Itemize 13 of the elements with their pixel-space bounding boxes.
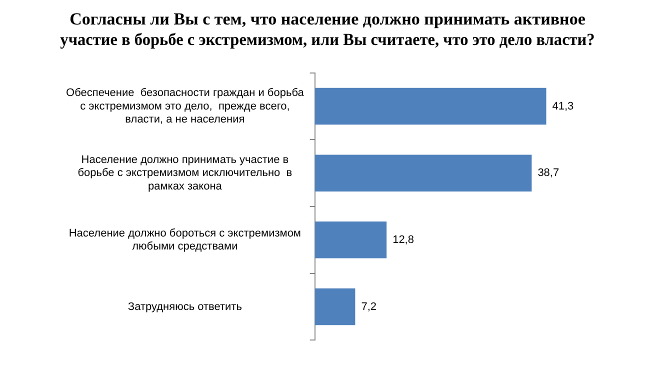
bar <box>314 154 532 192</box>
data-label: 7,2 <box>361 300 376 313</box>
y-tick-label: Население должно принимать участие в борьбе с экстремизмом исключительно в рамках закона <box>78 154 292 192</box>
data-label: 41,3 <box>552 100 574 112</box>
data-label: 12,8 <box>392 234 414 246</box>
y-tick-label: Затрудняюсь ответить <box>128 300 242 313</box>
data-label: 38,7 <box>538 167 560 180</box>
y-tick-label: Население должно бороться с экстремизмом любыми средствами <box>68 227 301 253</box>
bar <box>314 222 387 258</box>
bar <box>314 288 356 326</box>
chart-title: Согласны ли Вы с тем, что население должно принимать активное участие в борьбе с экстремизмом, или Вы считаете, что это дело власти? <box>60 10 595 50</box>
y-tick-label: Обеспечение безопасности граждан и борьба с экстремизмом это дело, прежде всего, власти, а не населения <box>66 87 305 126</box>
bar <box>314 88 546 125</box>
